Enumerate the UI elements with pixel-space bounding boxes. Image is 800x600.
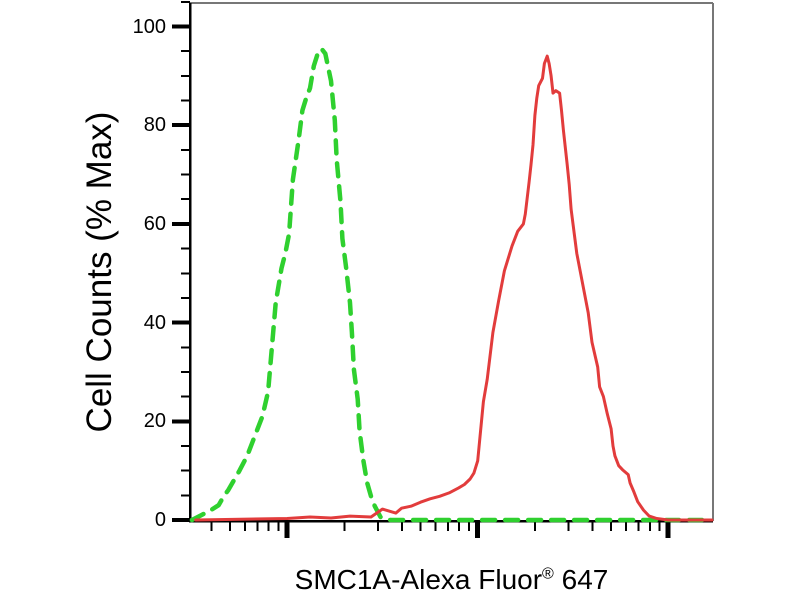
x-axis-label-text: SMC1A-Alexa Fluor	[294, 564, 543, 595]
x-axis-label: SMC1A-Alexa Fluor® 647	[190, 566, 713, 594]
y-axis-tick-label: 60	[143, 212, 166, 235]
y-axis-tick-label: 40	[143, 311, 166, 334]
y-axis-tick-label: 100	[132, 15, 166, 38]
y-axis-tick-label: 80	[143, 114, 166, 137]
red-solid-curve	[194, 54, 714, 522]
y-axis-tick-label: 0	[154, 509, 166, 531]
x-axis-label-suffix: 647	[553, 564, 609, 595]
y-axis-label: Cell Counts (% Max)	[80, 111, 119, 433]
registered-trademark-icon: ®	[542, 565, 554, 583]
green-dashed-curve	[189, 46, 715, 523]
y-axis-tick-label: 20	[143, 410, 166, 433]
